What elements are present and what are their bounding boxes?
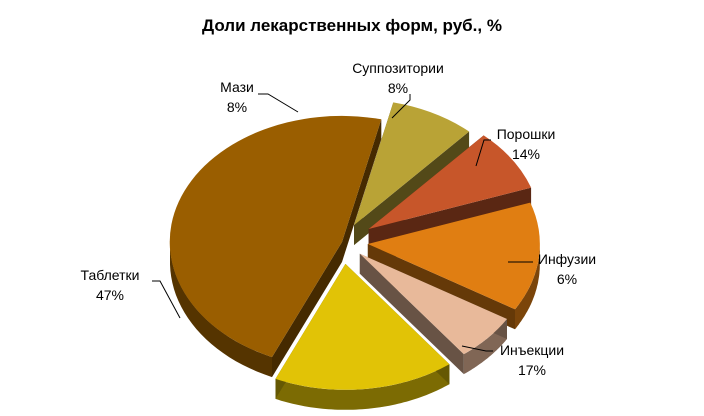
slice-label-infusions: Инфузии bbox=[538, 251, 596, 267]
slice-value-powders: 14% bbox=[512, 146, 540, 162]
slice-value-suppositories: 8% bbox=[388, 80, 408, 96]
slice-value-ointments: 8% bbox=[227, 99, 247, 115]
leader-line-injections bbox=[461, 345, 493, 352]
slice-label-tablets: Таблетки bbox=[81, 267, 140, 283]
pie-slice-ointments bbox=[354, 102, 470, 226]
slice-value-infusions: 6% bbox=[557, 271, 577, 287]
pie-slice-powders bbox=[367, 202, 540, 310]
slice-label-injections: Инъекции bbox=[500, 342, 564, 358]
leader-line-tablets bbox=[152, 280, 181, 319]
slice-label-suppositories: Суппозитории bbox=[352, 60, 444, 76]
leader-line-powders bbox=[475, 139, 491, 167]
pie-slice-infusions bbox=[359, 253, 507, 355]
slice-value-tablets: 47% bbox=[96, 287, 124, 303]
pie-slice-injections bbox=[275, 263, 450, 390]
pie-slice-suppositories bbox=[368, 135, 532, 230]
leader-line-suppositories bbox=[391, 94, 411, 119]
chart-title: Доли лекарственных форм, руб., % bbox=[202, 16, 502, 35]
leader-line-ointments bbox=[258, 93, 299, 113]
slice-label-ointments: Мази bbox=[220, 79, 254, 95]
pie-slice-side-tablets bbox=[170, 119, 382, 378]
slice-label-powders: Порошки bbox=[497, 126, 556, 142]
slice-value-injections: 17% bbox=[518, 362, 546, 378]
pie-slice-tablets bbox=[169, 115, 382, 358]
